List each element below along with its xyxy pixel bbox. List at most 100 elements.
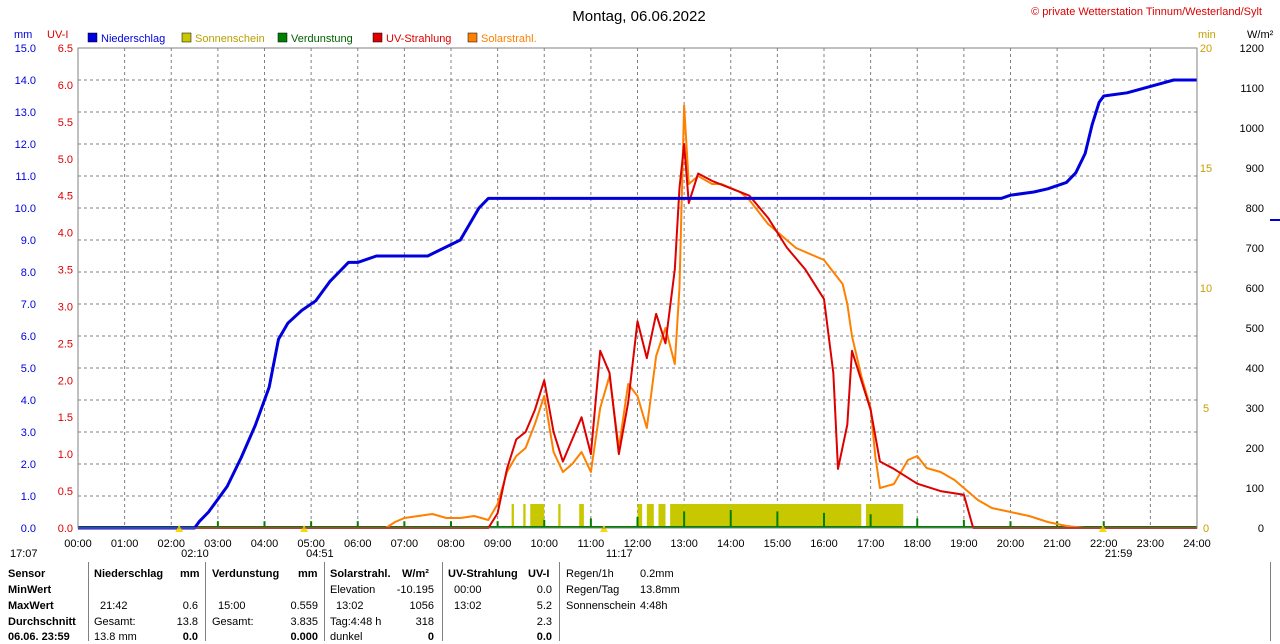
x-tick-label: 03:00 [204,538,232,550]
unit-uv-label: UV-I [47,29,68,41]
uv-unit: UV-I [528,568,550,580]
plot-frame [77,47,1198,529]
wm2-tick-label: 200 [1246,443,1264,455]
verdunstung-unit: mm [298,568,318,580]
extra-sunshine-label: Sonnenschein [566,600,636,612]
sonnenschein-bar [646,504,654,527]
stats-divider [324,562,325,641]
sonnenschein-bar [579,504,584,527]
mm-tick-label: 11.0 [15,171,36,183]
mm-tick-label: 15.0 [15,43,36,55]
verdunstung-title: Verdunstung [212,568,280,580]
solar-max-time: 13:02 [336,600,364,612]
solar-elevation-value: -10.195 [396,584,434,596]
uv-strahlung-line [78,143,1197,529]
niederschlag-total-label: Gesamt: [94,616,136,628]
statistics-table: Sensor MinWert MaxWert Durchschnitt 06.0… [0,562,1280,643]
extra-rain-hour-value: 0.2mm [640,568,674,580]
x-tick-label: 23:00 [1137,538,1165,550]
uv-max-value: 5.2 [536,600,552,612]
wm2-tick-label: 1100 [1240,83,1264,95]
mm-tick-label: 13.0 [15,107,36,119]
uv-tick-label: 2.5 [58,338,73,350]
uv-tick-label: 6.5 [58,43,73,55]
annotation-label: 02:10 [181,548,209,560]
uv-max-time: 13:02 [454,600,482,612]
x-tick-label: 17:00 [857,538,885,550]
uv-tick-label: 1.0 [58,449,73,461]
wm2-tick-label: 800 [1246,203,1264,215]
uv-current-value: 0.0 [536,631,552,643]
x-tick-label: 10:00 [530,538,558,550]
uv-tick-label: 3.5 [58,265,73,277]
mm-tick-label: 0.0 [21,523,36,535]
niederschlag-title: Niederschlag [94,568,164,580]
stats-divider [1270,562,1271,641]
stats-niederschlag-column: Niederschlag mm 21:42 0.6 Gesamt: 13.8 1… [94,562,200,643]
chart-axes: 00:00 01:00 02:00 03:00 04:00 05:00 06:00 07:00… [15,43,1264,550]
wm2-tick-label: 500 [1246,323,1264,335]
wm2-tick-label: 300 [1246,403,1264,415]
uv-tick-label: 0.0 [58,523,73,535]
mm-tick-label: 1.0 [21,491,36,503]
wm2-tick-label: 900 [1246,163,1264,175]
mm-tick-label: 6.0 [21,331,36,343]
sonnenschein-bar [684,504,862,527]
wm2-tick-label: 0 [1258,523,1264,535]
mm-tick-label: 12.0 [15,139,36,151]
x-tick-label: 16:00 [810,538,838,550]
stats-extra-column: Regen/1h 0.2mm Regen/Tag 13.8mm Sonnensc… [566,562,680,641]
verdunstung-max-time: 15:00 [218,600,246,612]
stats-row-label: MinWert [8,584,52,596]
x-tick-label: 08:00 [437,538,465,550]
x-tick-label: 06:00 [344,538,372,550]
sonnenschein-bar [558,504,561,527]
solar-elevation-label: Elevation [330,584,376,596]
sonnenschein-bar [523,504,526,527]
stats-row-label: 06.06. 23:59 [8,631,70,643]
min-tick-label: 15 [1200,163,1212,175]
chart-grid [78,48,1197,528]
wm2-tick-label: 600 [1246,283,1264,295]
solar-unit: W/m² [402,568,429,580]
x-tick-label: 12:00 [624,538,652,550]
mm-tick-label: 2.0 [21,459,36,471]
x-tick-label: 11:00 [578,538,605,550]
min-tick-label: 5 [1203,403,1209,415]
verdunstung-max-value: 0.559 [290,600,318,612]
mm-tick-label: 3.0 [21,427,36,439]
x-tick-label: 18:00 [903,538,931,550]
niederschlag-current-label: 13.8 mm [94,631,137,643]
chart-legend: Niederschlag Sonnenschein Verdunstung UV-St… [87,32,537,45]
uv-title: UV-Strahlung [448,568,518,580]
x-tick-label: 00:00 [64,538,92,550]
niederschlag-total-value: 13.8 [176,616,198,628]
solar-title: Solarstrahl. [330,568,391,580]
wm2-tick-label: 1200 [1240,43,1264,55]
wm2-tick-label: 100 [1246,483,1264,495]
sonnenschein-bar [511,504,514,527]
niederschlag-unit: mm [180,568,200,580]
annotation-label: 11:17 [606,548,633,560]
uv-tick-label: 5.5 [58,117,73,129]
stats-divider [205,562,206,641]
extra-rain-day-label: Regen/Tag [566,584,620,596]
stats-row-label: Durchschnitt [8,616,76,628]
uv-tick-label: 6.0 [58,80,73,92]
sonnenschein-bars [511,504,904,527]
x-tick-label: 07:00 [391,538,419,550]
legend-swatch [277,32,288,43]
mm-tick-label: 5.0 [21,363,36,375]
unit-mm-label: mm [14,29,32,41]
mm-tick-label: 14.0 [15,75,36,87]
legend-swatch [467,32,478,43]
annotation-label: 04:51 [306,548,334,560]
verdunstung-current-value: 0.000 [290,631,318,643]
x-tick-label: 01:00 [111,538,139,550]
sonnenschein-bar [670,504,685,527]
uv-tick-label: 4.0 [58,228,73,240]
sonnenschein-bar [865,504,904,527]
legend-swatch [181,32,192,43]
niederschlag-max-value: 0.6 [182,600,198,612]
wm2-tick-label: 700 [1246,243,1264,255]
